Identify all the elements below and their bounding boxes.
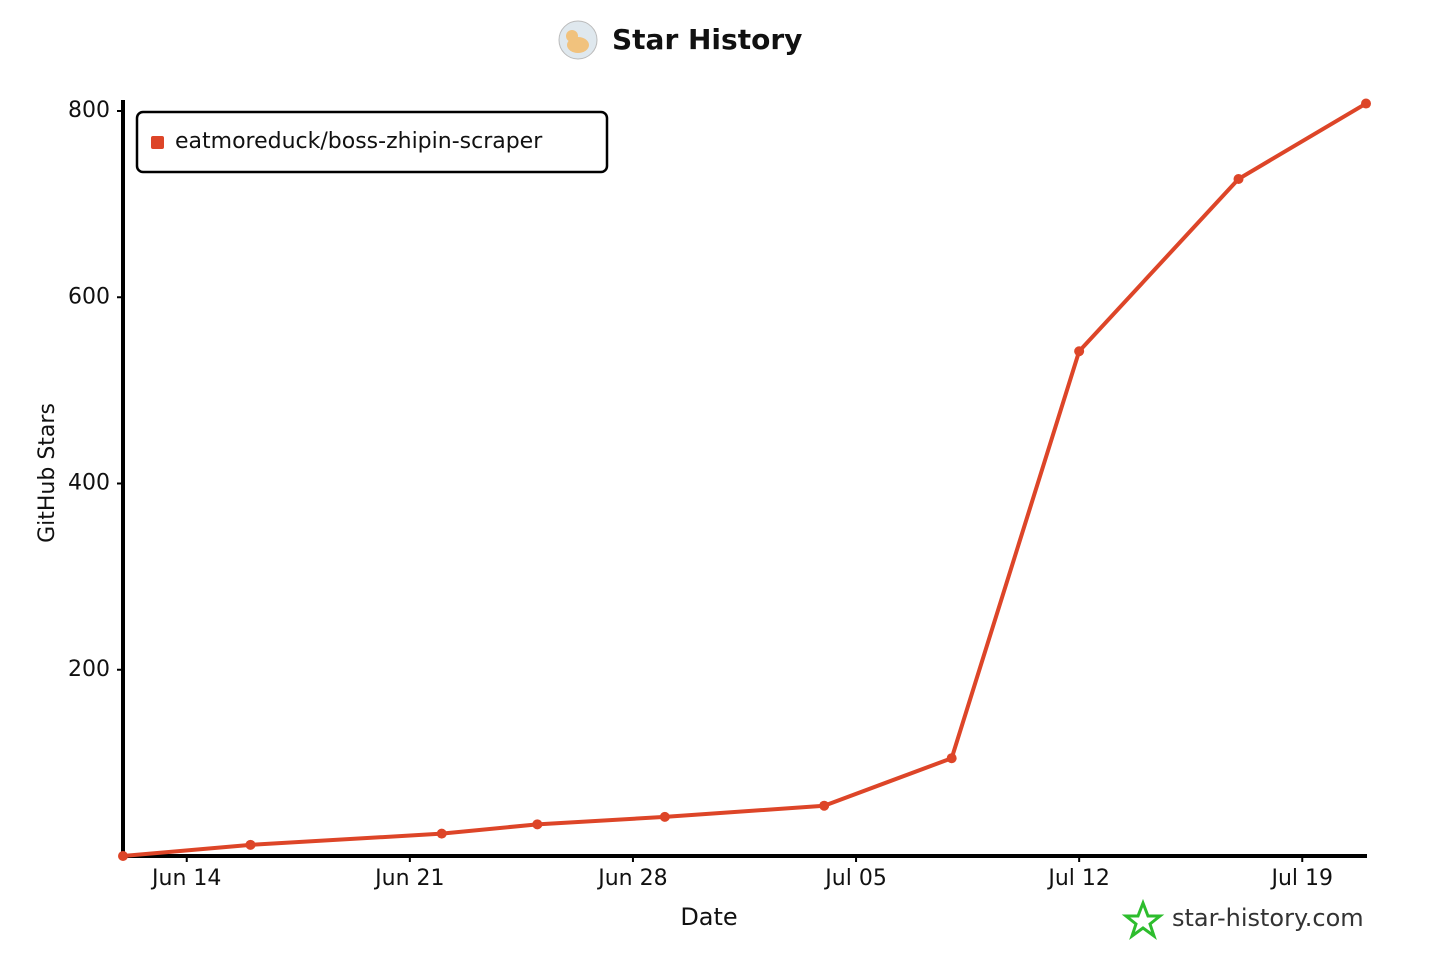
data-point	[118, 851, 128, 861]
data-point	[1361, 98, 1371, 109]
x-tick-label: Jun 14	[150, 866, 221, 891]
series-line	[122, 101, 1368, 858]
y-axis-label: GitHub Stars	[35, 403, 60, 543]
data-point	[436, 828, 447, 839]
x-tick-label: Jun 21	[373, 866, 444, 891]
chart-title: Star History	[612, 23, 802, 56]
data-point	[819, 800, 830, 811]
legend-box	[135, 110, 609, 174]
data-point	[532, 819, 543, 830]
y-tick-label: 400	[68, 471, 110, 496]
data-point	[946, 753, 957, 764]
data-point	[245, 839, 256, 850]
x-tick-label: Jul 19	[1269, 866, 1333, 891]
legend-swatch	[151, 136, 164, 149]
y-tick-label: 800	[68, 98, 110, 123]
y-tick-label: 200	[68, 657, 110, 682]
watermark-icon	[1121, 898, 1165, 940]
data-point	[1233, 173, 1244, 184]
data-point	[659, 811, 670, 822]
watermark: star-history.com	[1172, 904, 1364, 932]
x-tick-label: Jul 12	[1046, 866, 1110, 891]
x-tick-label: Jun 28	[596, 866, 667, 891]
x-axis-label: Date	[680, 903, 737, 931]
legend-label: eatmoreduck/boss-zhipin-scraper	[175, 129, 543, 154]
y-tick-label: 600	[68, 284, 110, 309]
x-tick-label: Jul 05	[823, 866, 887, 891]
data-point	[1074, 346, 1085, 357]
title-icon	[558, 20, 598, 60]
